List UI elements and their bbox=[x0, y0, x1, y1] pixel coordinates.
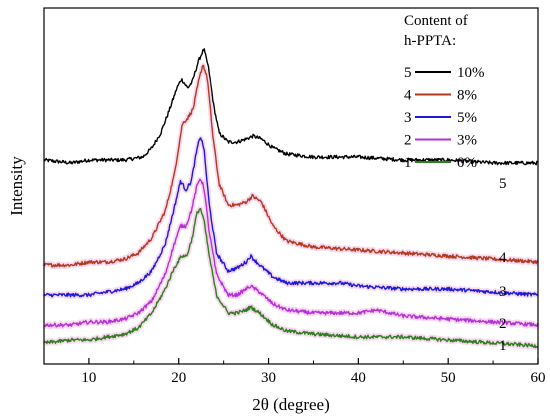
legend-label-3: 5% bbox=[457, 110, 477, 126]
curve-label-2: 2 bbox=[499, 316, 507, 332]
legend-label-5: 10% bbox=[457, 65, 485, 81]
legend-index-5: 5 bbox=[404, 65, 412, 81]
x-axis-title: 2θ (degree) bbox=[252, 395, 330, 414]
series-glow-2 bbox=[42, 176, 541, 330]
legend-index-3: 3 bbox=[404, 110, 412, 126]
legend-title-line-2: h-PPTA: bbox=[404, 33, 456, 49]
curve-label-1: 1 bbox=[499, 338, 507, 354]
series-line-4 bbox=[43, 64, 538, 268]
legend-label-2: 3% bbox=[457, 133, 477, 149]
series-line-5 bbox=[43, 48, 539, 166]
series-glow-1 bbox=[42, 206, 540, 351]
legend-index-4: 4 bbox=[404, 88, 412, 104]
series-line-2 bbox=[43, 178, 539, 328]
x-tick-label-60: 60 bbox=[531, 370, 546, 386]
legend-label-1: 0% bbox=[457, 155, 477, 171]
x-tick-label-20: 20 bbox=[171, 370, 186, 386]
curve-label-3: 3 bbox=[499, 284, 507, 300]
legend-index-2: 2 bbox=[404, 133, 412, 149]
legend-title-line-1: Content of bbox=[404, 13, 468, 29]
y-axis-title: Intensity bbox=[7, 156, 26, 216]
axes: 10 20 30 40 50 60 bbox=[43, 7, 546, 386]
x-tick-label-10: 10 bbox=[81, 370, 96, 386]
series-line-1 bbox=[43, 207, 538, 349]
legend: Content ofh-PPTA:5 10%4 8%3 5%2 3%1 0% bbox=[404, 13, 485, 171]
curve-label-5: 5 bbox=[499, 176, 507, 192]
x-tick-label-40: 40 bbox=[351, 370, 366, 386]
plot-area: 5 4 3 2 1 bbox=[41, 48, 541, 354]
curve-label-4: 4 bbox=[499, 250, 507, 266]
legend-label-4: 8% bbox=[457, 88, 477, 104]
series-line-3 bbox=[43, 137, 538, 298]
x-tick-label-50: 50 bbox=[441, 370, 456, 386]
plot-frame bbox=[43, 7, 539, 365]
x-tick-label-30: 30 bbox=[261, 370, 276, 386]
legend-index-1: 1 bbox=[404, 155, 412, 171]
